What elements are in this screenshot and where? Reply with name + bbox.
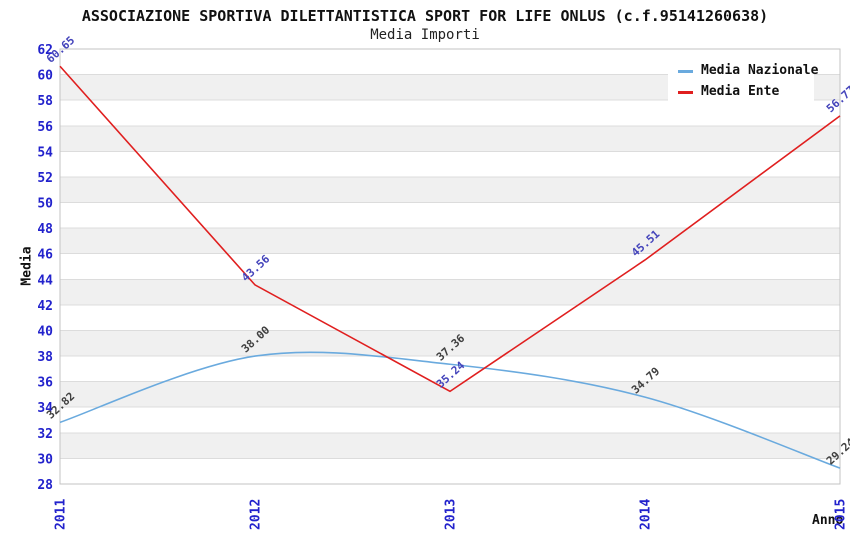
grid-band <box>60 330 840 357</box>
y-tick-label: 46 <box>37 248 53 263</box>
series-line-media-nazionale <box>59 351 841 469</box>
x-axis-title: Anno <box>812 513 844 528</box>
legend: Media Nazionale Media Ente <box>668 56 818 107</box>
grid-band <box>60 356 840 382</box>
y-tick-label: 32 <box>37 427 53 442</box>
legend-swatch-media-ente-icon <box>678 90 693 94</box>
y-tick-label: 50 <box>37 197 53 212</box>
grid-band <box>60 304 840 331</box>
y-tick-label: 28 <box>37 478 53 493</box>
y-tick-label: 30 <box>37 452 53 467</box>
grid-band <box>60 407 840 433</box>
y-tick-label: 52 <box>37 171 53 186</box>
x-tick-label: 2012 <box>249 499 264 530</box>
legend-item-media-ente: Media Ente <box>678 84 814 100</box>
grid-band <box>60 253 840 280</box>
x-tick-label: 2015 <box>834 499 849 530</box>
chart-title: ASSOCIAZIONE SPORTIVA DILETTANTISTICA SP… <box>81 7 769 25</box>
y-tick-label: 40 <box>37 324 53 339</box>
y-tick-label: 60 <box>37 69 53 84</box>
grid-band <box>60 458 840 484</box>
grid-band <box>60 151 840 177</box>
y-tick-label: 36 <box>37 376 53 391</box>
y-tick-label: 38 <box>37 350 53 365</box>
grid-band <box>60 432 840 459</box>
series-line-media-ente <box>59 65 841 393</box>
x-tick-label: 2011 <box>54 499 69 530</box>
y-tick-label: 34 <box>37 401 53 416</box>
grid-band <box>60 381 840 408</box>
y-tick-label: 44 <box>37 273 53 288</box>
y-tick-label: 56 <box>37 120 53 135</box>
x-tick-label: 2014 <box>639 499 654 530</box>
y-tick-label: 48 <box>37 222 53 237</box>
legend-label-media-ente: Media Ente <box>701 84 780 99</box>
legend-swatch-media-nazionale-icon <box>678 69 693 73</box>
chart-subtitle: Media Importi <box>370 27 480 43</box>
y-tick-label: 54 <box>37 145 53 160</box>
x-tick-label: 2013 <box>444 499 459 530</box>
grid-band <box>60 279 840 305</box>
grid-band <box>60 125 840 152</box>
legend-label-media-nazionale: Media Nazionale <box>701 63 819 78</box>
y-tick-label: 42 <box>37 299 53 314</box>
y-tick-label: 62 <box>37 43 53 58</box>
y-tick-label: 58 <box>37 94 53 109</box>
grid-band <box>60 202 840 229</box>
legend-item-media-nazionale: Media Nazionale <box>678 63 818 79</box>
plot-border <box>59 48 841 485</box>
grid-band <box>60 228 840 254</box>
grid-band <box>60 176 840 203</box>
